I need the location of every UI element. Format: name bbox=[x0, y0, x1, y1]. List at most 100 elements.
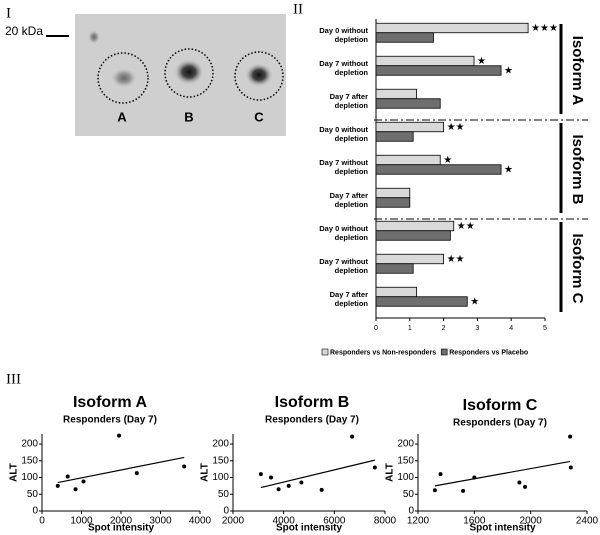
point bbox=[472, 475, 477, 480]
x-tick-label: 4 bbox=[509, 325, 513, 332]
marker-label: 20 kDa bbox=[5, 24, 43, 38]
point bbox=[517, 480, 522, 485]
x-tick-label: 3000 bbox=[149, 516, 172, 527]
spot-label: C bbox=[254, 109, 264, 124]
point bbox=[568, 434, 573, 439]
panel-label: III bbox=[6, 371, 21, 387]
x-tick-label: 2000 bbox=[520, 516, 543, 527]
significance-label: ★ bbox=[504, 165, 513, 176]
x-tick-label: 0 bbox=[374, 325, 378, 332]
bar bbox=[375, 32, 434, 43]
legend-swatch bbox=[321, 348, 329, 356]
bar bbox=[375, 164, 502, 175]
point bbox=[350, 434, 355, 439]
group-label: Isoform B bbox=[569, 134, 586, 204]
point bbox=[432, 488, 437, 493]
bar bbox=[375, 230, 451, 241]
chart-title: Isoform A bbox=[73, 394, 148, 411]
legend-label: Responders vs Non-responders bbox=[330, 349, 436, 356]
x-tick-label: 2000 bbox=[110, 516, 133, 527]
x-axis-label: Spot intensity bbox=[88, 523, 155, 534]
y-tick-label: 0 bbox=[32, 506, 38, 517]
bar bbox=[375, 88, 417, 100]
chart-subtitle: Responders (Day 7) bbox=[453, 418, 547, 429]
significance-label: ★★ bbox=[447, 122, 465, 133]
gel-spot bbox=[88, 30, 100, 44]
significance-label: ★ bbox=[477, 56, 486, 67]
point bbox=[65, 474, 70, 479]
category-label: Day 7 without depletion bbox=[319, 257, 368, 275]
significance-label: ★★ bbox=[447, 254, 465, 265]
spot-circle bbox=[234, 51, 284, 101]
point bbox=[286, 483, 291, 488]
bar bbox=[375, 154, 441, 166]
category-label: Day 0 without depletion bbox=[319, 224, 368, 242]
bar bbox=[375, 65, 502, 76]
y-tick-label: 50 bbox=[403, 489, 415, 500]
x-tick-label: 2 bbox=[442, 325, 446, 332]
group-label: Isoform C bbox=[569, 233, 586, 303]
x-tick-label: 3 bbox=[475, 325, 479, 332]
x-tick-label: 2000 bbox=[222, 516, 245, 527]
bar bbox=[375, 220, 455, 232]
x-tick-label: 1600 bbox=[463, 516, 486, 527]
x-tick-label: 8000 bbox=[374, 516, 397, 527]
y-tick-label: 100 bbox=[397, 472, 414, 483]
category-label: Day 0 without depletion bbox=[319, 26, 368, 44]
y-axis-label: ALT bbox=[9, 463, 20, 482]
y-tick-label: 150 bbox=[21, 455, 38, 466]
y-tick-label: 0 bbox=[223, 506, 229, 517]
point bbox=[258, 472, 263, 477]
bar bbox=[375, 55, 475, 67]
point bbox=[372, 465, 377, 470]
point bbox=[73, 487, 78, 492]
point bbox=[461, 488, 466, 493]
category-label: Day 7 without depletion bbox=[319, 158, 368, 176]
y-tick-label: 0 bbox=[408, 506, 414, 517]
x-axis-label: Spot intensity bbox=[469, 523, 536, 534]
trendline bbox=[260, 459, 376, 489]
significance-label: ★★ bbox=[457, 221, 475, 232]
point bbox=[269, 475, 273, 480]
chart-title: Isoform C bbox=[463, 397, 538, 414]
point bbox=[299, 480, 304, 485]
y-axis-label: ALT bbox=[200, 463, 211, 482]
y-tick-label: 150 bbox=[397, 455, 414, 466]
bar bbox=[375, 197, 411, 208]
point bbox=[182, 464, 187, 469]
x-tick-label: 1000 bbox=[70, 516, 93, 527]
y-tick-label: 100 bbox=[21, 472, 38, 483]
bar bbox=[375, 286, 417, 298]
point bbox=[55, 483, 60, 488]
significance-label: ★★★ bbox=[531, 23, 558, 34]
significance-label: ★ bbox=[504, 66, 513, 77]
legend-swatch bbox=[440, 348, 448, 356]
x-tick-label: 5 bbox=[543, 325, 547, 332]
chart-subtitle: Responders (Day 7) bbox=[63, 415, 157, 426]
bar bbox=[375, 263, 414, 274]
point bbox=[319, 487, 324, 492]
category-label: Day 7 after depletion bbox=[330, 191, 369, 209]
y-tick-label: 200 bbox=[397, 439, 414, 450]
panel-label: II bbox=[293, 1, 303, 17]
point bbox=[568, 465, 573, 470]
bar bbox=[375, 98, 441, 109]
bar bbox=[375, 296, 468, 307]
significance-label: ★ bbox=[470, 297, 479, 308]
trendline bbox=[434, 460, 571, 487]
gel-spot bbox=[111, 68, 137, 88]
x-tick-label: 1200 bbox=[407, 516, 430, 527]
point bbox=[276, 487, 281, 492]
panel-label: I bbox=[6, 5, 11, 21]
x-axis-label: Spot intensity bbox=[276, 523, 343, 534]
y-tick-label: 50 bbox=[27, 489, 39, 500]
chart-subtitle: Responders (Day 7) bbox=[265, 415, 359, 426]
y-tick-label: 200 bbox=[21, 439, 38, 450]
x-tick-label: 4000 bbox=[273, 516, 296, 527]
spot-label: A bbox=[117, 109, 127, 124]
point bbox=[438, 472, 443, 477]
category-label: Day 7 after depletion bbox=[330, 290, 369, 308]
bar bbox=[375, 131, 414, 142]
gel-spot bbox=[245, 63, 273, 87]
